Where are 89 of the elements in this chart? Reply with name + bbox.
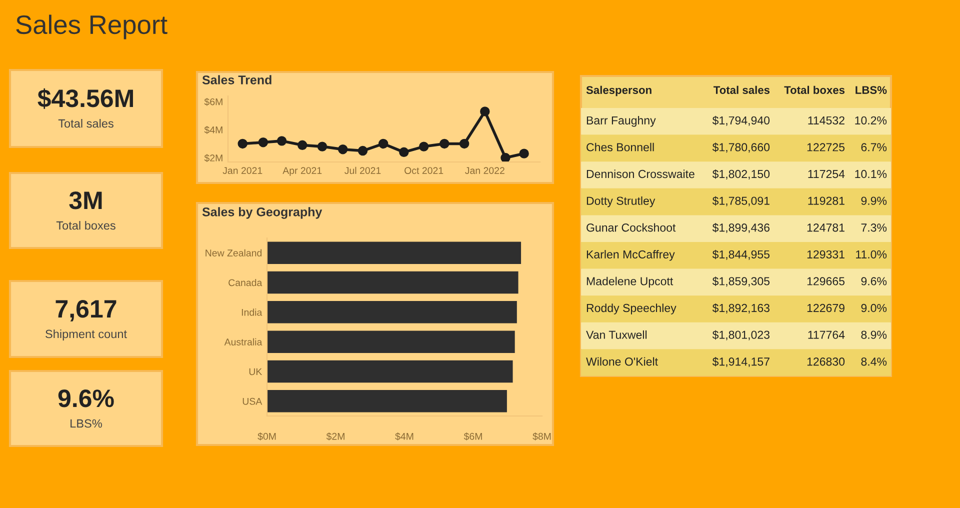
text: 3M bbox=[69, 192, 102, 210]
text: Madelene Upcott bbox=[586, 276, 674, 288]
text: $1,780,660 bbox=[712, 142, 770, 153]
text: 7,617 bbox=[56, 300, 116, 322]
point bbox=[317, 142, 328, 152]
text: 122725 bbox=[807, 143, 845, 152]
y-tick-label: USA bbox=[242, 398, 262, 405]
text: Sales Report bbox=[16, 14, 168, 40]
text: 126830 bbox=[807, 358, 845, 366]
text: 129331 bbox=[807, 250, 844, 258]
text: $1,785,091 bbox=[712, 196, 770, 206]
x-tick-label: $4M bbox=[395, 432, 414, 440]
text: $1,844,955 bbox=[712, 250, 770, 260]
point bbox=[378, 138, 388, 149]
text: Wilone O'Kielt bbox=[586, 357, 658, 366]
x-tick-label: Jul 2021 bbox=[344, 166, 381, 174]
x-tick-label: Oct 2021 bbox=[404, 167, 444, 174]
text: 11.0% bbox=[856, 250, 887, 258]
text: $1,899,436 bbox=[712, 223, 770, 234]
text: 119281 bbox=[808, 196, 844, 205]
category-label: Salesperson bbox=[586, 86, 652, 96]
text: Total sales bbox=[58, 118, 114, 128]
category-label: Total boxes bbox=[784, 86, 845, 94]
point bbox=[418, 142, 429, 152]
text: 9.9% bbox=[861, 196, 887, 205]
text: $1,801,023 bbox=[712, 330, 770, 340]
text: 8.4% bbox=[861, 358, 887, 366]
text: Karlen McCaffrey bbox=[586, 250, 675, 261]
x-tick-label: $6M bbox=[464, 432, 482, 440]
point bbox=[338, 144, 348, 154]
point bbox=[440, 138, 450, 149]
y-tick-label: $6M bbox=[204, 98, 222, 106]
text: Gunar Cockshoot bbox=[586, 223, 676, 232]
point bbox=[238, 138, 248, 149]
x-tick-label: Apr 2021 bbox=[282, 167, 322, 176]
text: 7.3% bbox=[861, 224, 887, 232]
text: 6.7% bbox=[861, 143, 887, 152]
text: LBS% bbox=[70, 419, 102, 428]
text: $1,802,150 bbox=[712, 169, 770, 180]
text: $1,859,305 bbox=[712, 276, 770, 287]
y-tick-label: Australia bbox=[224, 338, 262, 346]
y-tick-label: UK bbox=[249, 368, 262, 376]
x-tick-label: $8M bbox=[532, 432, 551, 440]
point bbox=[399, 147, 409, 158]
text: 9.6% bbox=[861, 277, 887, 286]
text: Roddy Speechley bbox=[586, 304, 676, 314]
chart-title: Sales by Geography bbox=[202, 207, 322, 219]
y-tick-label: New Zealand bbox=[206, 249, 262, 256]
y-tick-label: Canada bbox=[228, 278, 262, 286]
point bbox=[276, 136, 287, 146]
text: 117764 bbox=[808, 330, 845, 339]
x-tick-label: $0M bbox=[258, 432, 276, 440]
text: 129665 bbox=[807, 277, 845, 286]
text: Barr Faughny bbox=[586, 116, 656, 127]
y-tick-label: $4M bbox=[204, 126, 222, 134]
point bbox=[500, 152, 510, 162]
text: 8.9% bbox=[861, 330, 887, 339]
y-tick-label: $2M bbox=[204, 154, 222, 162]
text: 122679 bbox=[807, 304, 844, 312]
text: 9.0% bbox=[861, 304, 887, 312]
text: Ches Bonnell bbox=[586, 142, 654, 152]
text: 117254 bbox=[808, 170, 845, 178]
text: 10.1% bbox=[855, 170, 887, 178]
point bbox=[358, 146, 368, 156]
point bbox=[459, 138, 470, 149]
text: 114532 bbox=[808, 116, 844, 124]
x-tick-label: $2M bbox=[326, 432, 344, 440]
text: Shipment count bbox=[46, 329, 127, 340]
point bbox=[297, 140, 308, 150]
text: $1,794,940 bbox=[712, 116, 770, 126]
text: Dennison Crosswaite bbox=[586, 170, 694, 178]
text: $1,914,157 bbox=[712, 357, 770, 368]
category-label: Total sales bbox=[714, 86, 770, 94]
point bbox=[519, 148, 529, 158]
text: 9.6% bbox=[58, 390, 114, 408]
text: 10.2% bbox=[855, 116, 887, 124]
point bbox=[258, 137, 268, 148]
text: Van Tuxwell bbox=[586, 330, 647, 339]
point bbox=[480, 106, 490, 116]
text: Total boxes bbox=[56, 220, 116, 230]
text: $1,892,163 bbox=[712, 303, 770, 314]
x-tick-label: Jan 2022 bbox=[465, 167, 504, 174]
chart-title: Sales Trend bbox=[202, 75, 272, 84]
x-tick-label: Jan 2021 bbox=[222, 167, 262, 174]
y-tick-label: India bbox=[242, 308, 262, 316]
category-label: LBS% bbox=[856, 86, 887, 94]
text: $43.56M bbox=[38, 88, 133, 109]
text: 124781 bbox=[807, 224, 844, 232]
text: Dotty Strutley bbox=[586, 196, 656, 208]
